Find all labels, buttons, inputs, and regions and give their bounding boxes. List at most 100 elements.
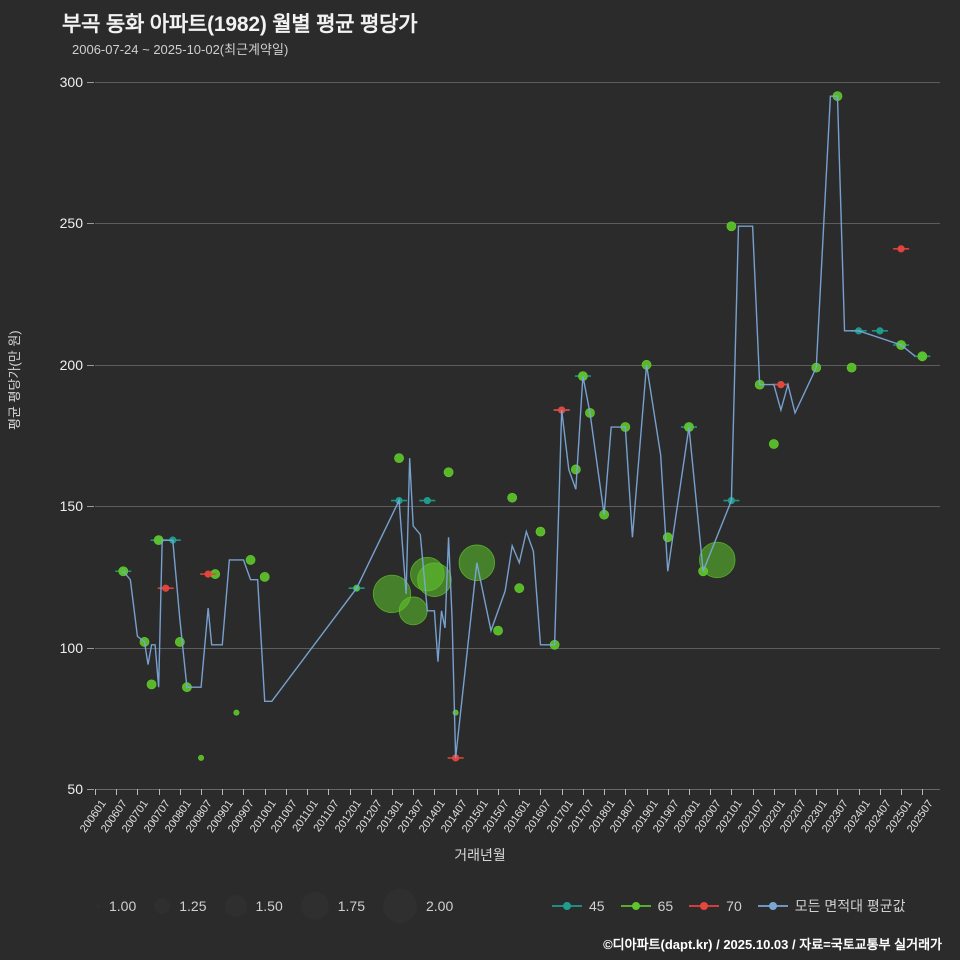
x-tick-mark <box>901 789 903 795</box>
data-point <box>233 709 240 716</box>
x-tick-mark <box>837 789 839 795</box>
x-tick-mark <box>519 789 521 795</box>
data-point <box>768 439 779 449</box>
x-tick-mark <box>137 789 139 795</box>
x-tick-mark <box>201 789 203 795</box>
x-tick-mark <box>158 789 160 795</box>
x-tick-mark <box>498 789 500 795</box>
x-tick-mark <box>349 789 351 795</box>
size-legend-dot <box>224 895 247 917</box>
footer-credit: ©디아파트(dapt.kr) / 2025.10.03 / 자료=국토교통부 실… <box>603 937 942 952</box>
size-legend-label: 2.00 <box>426 898 454 914</box>
size-legend: 1.00 1.25 1.50 1.75 2.00 <box>96 889 471 923</box>
series-layer <box>115 91 931 762</box>
data-point <box>146 679 157 690</box>
x-tick-mark <box>795 789 797 795</box>
data-point <box>417 562 452 597</box>
data-point <box>259 571 270 582</box>
x-tick-mark <box>561 789 563 795</box>
x-tick-mark <box>731 789 733 795</box>
size-legend-label: 1.00 <box>109 898 137 914</box>
x-axis-line <box>95 789 940 790</box>
y-tick-label: 250 <box>59 215 83 232</box>
data-point <box>570 464 581 475</box>
page-title: 부곡 동화 아파트(1982) 월별 평균 평당가 <box>62 13 418 36</box>
y-tick-mark <box>87 789 94 790</box>
data-point <box>443 467 454 478</box>
gridline <box>95 82 940 83</box>
gridline <box>95 647 940 649</box>
x-tick-mark <box>391 789 393 795</box>
x-tick-mark <box>328 789 330 795</box>
x-tick-mark <box>773 789 775 795</box>
color-legend-swatch <box>757 900 788 912</box>
data-point <box>162 584 170 592</box>
size-legend-item: 1.50 <box>224 895 301 917</box>
data-point <box>507 492 518 503</box>
x-tick-mark <box>604 789 606 795</box>
y-tick-mark <box>87 364 94 366</box>
data-point <box>846 362 857 373</box>
data-point <box>777 380 785 389</box>
x-tick-mark <box>179 789 181 795</box>
y-axis-label: 평균 평당가(만 원) <box>7 330 22 430</box>
x-tick-mark <box>710 789 712 795</box>
y-tick-mark <box>87 82 94 83</box>
data-point <box>198 754 205 761</box>
x-tick-mark <box>95 789 96 795</box>
size-legend-dot <box>154 898 171 914</box>
size-legend-item: 1.25 <box>154 898 224 914</box>
y-tick-mark <box>87 647 94 649</box>
color-legend-label: 70 <box>726 898 742 914</box>
color-legend-label: 65 <box>657 898 674 914</box>
x-tick-mark <box>667 789 669 795</box>
data-point <box>423 496 431 505</box>
data-point <box>394 453 404 464</box>
plot-area <box>95 82 940 790</box>
x-tick-mark <box>413 789 415 795</box>
x-tick-mark <box>646 789 648 795</box>
color-legend-item[interactable]: 70 <box>689 898 742 914</box>
data-point <box>917 351 928 362</box>
gridline <box>95 364 940 366</box>
x-tick-mark <box>879 789 881 795</box>
x-tick-mark <box>434 789 436 795</box>
x-tick-mark <box>625 789 627 795</box>
size-legend-item: 2.00 <box>383 889 471 923</box>
x-tick-mark <box>688 789 690 795</box>
y-tick-label: 300 <box>59 74 83 90</box>
x-axis-label: 거래년월 <box>454 847 506 863</box>
x-tick-mark <box>243 789 245 795</box>
color-legend-item[interactable]: 모든 면적대 평균값 <box>757 896 906 916</box>
size-legend-item: 1.75 <box>300 892 383 920</box>
x-tick-mark <box>476 789 478 795</box>
x-tick-mark <box>582 789 584 795</box>
color-legend-swatch <box>552 900 582 912</box>
y-tick-mark <box>87 223 94 225</box>
y-tick-label: 100 <box>59 639 83 656</box>
x-tick-mark <box>922 789 924 795</box>
data-point <box>398 596 428 626</box>
page-subtitle: 2006-07-24 ~ 2025-10-02(최근계약일) <box>72 42 289 57</box>
data-point <box>245 555 256 565</box>
size-legend-label: 1.25 <box>179 898 207 914</box>
gridline <box>95 506 940 508</box>
data-point <box>726 221 737 232</box>
x-tick-mark <box>222 789 224 795</box>
color-legend-item[interactable]: 45 <box>552 898 605 914</box>
color-legend-item[interactable]: 65 <box>620 898 674 914</box>
size-legend-label: 1.50 <box>255 898 283 914</box>
x-tick-mark <box>264 789 266 795</box>
x-tick-mark <box>307 789 309 795</box>
size-legend-dot <box>383 889 417 923</box>
data-point <box>204 570 212 578</box>
color-legend-label: 모든 면적대 평균값 <box>794 898 906 914</box>
gridline <box>95 223 940 225</box>
x-tick-mark <box>816 789 818 795</box>
y-tick-label: 50 <box>67 781 83 797</box>
data-point <box>514 583 525 594</box>
x-tick-mark <box>285 789 287 795</box>
data-point <box>535 526 546 537</box>
y-tick-label: 200 <box>59 356 83 373</box>
